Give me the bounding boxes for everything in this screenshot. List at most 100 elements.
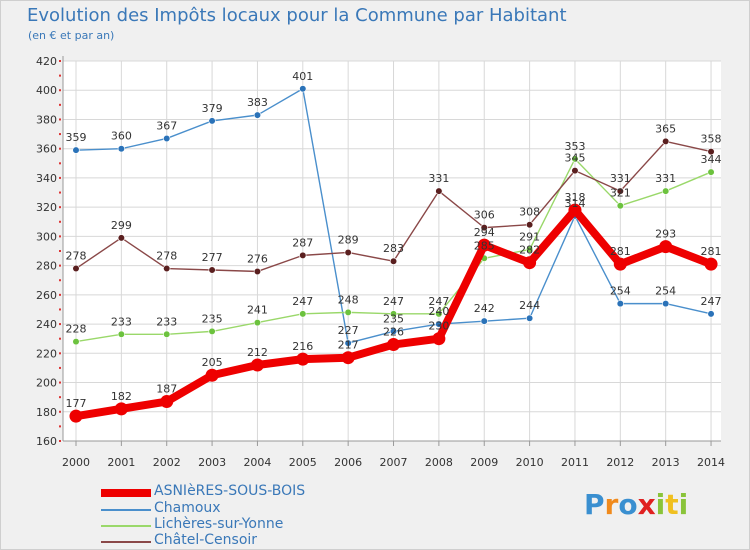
series-layer: [69, 85, 718, 423]
data-label: 367: [156, 119, 177, 132]
chart-title: Evolution des Impôts locaux pour la Comm…: [27, 5, 567, 26]
data-label: 282: [519, 244, 540, 257]
series-1: [72, 155, 715, 346]
data-point: [659, 240, 673, 254]
y-minor-tick: [59, 337, 61, 340]
y-tick-label: 360: [36, 143, 57, 156]
data-point: [616, 300, 624, 308]
data-point: [435, 187, 443, 195]
y-minor-tick: [59, 162, 61, 165]
data-label: 228: [66, 323, 87, 336]
x-tick-label: 2003: [198, 456, 226, 469]
data-label: 308: [519, 206, 540, 219]
x-tick-label: 2008: [425, 456, 453, 469]
data-point: [571, 167, 579, 175]
x-tick-label: 2013: [652, 456, 680, 469]
data-point: [117, 330, 125, 338]
y-minor-tick: [59, 366, 61, 369]
data-point: [568, 203, 582, 217]
legend-label-asnieres: ASNIèRES-SOUS-BOIS: [154, 483, 306, 499]
data-label: 254: [610, 285, 631, 298]
data-label: 331: [610, 172, 631, 185]
proxiti-logo: Proxiti: [584, 488, 688, 521]
data-point: [163, 330, 171, 338]
data-label: 345: [564, 152, 585, 165]
axis-layer: 160 180 200 220 240 260 280 300 320 340 360 380 400 4…: [36, 55, 725, 469]
chart-subtitle: (en € et par an): [28, 29, 115, 42]
x-tick-label: 2014: [697, 456, 725, 469]
data-label-layer: 359 360 367 379 383 401 227 235 240 242 244 314 254 2…: [66, 70, 722, 410]
data-label: 277: [202, 251, 223, 264]
data-point: [389, 257, 398, 265]
data-point: [341, 351, 355, 365]
logo-letter: o: [618, 488, 638, 521]
data-label: 321: [610, 187, 631, 200]
data-point: [253, 267, 262, 276]
data-label: 226: [383, 326, 404, 339]
data-label: 285: [474, 239, 495, 252]
y-minor-tick: [59, 293, 61, 296]
data-label: 331: [428, 172, 449, 185]
data-point: [707, 168, 715, 176]
y-minor-tick: [59, 89, 61, 92]
data-label: 358: [701, 133, 722, 146]
data-label: 331: [655, 172, 676, 185]
x-tick-label: 2001: [107, 456, 135, 469]
y-minor-tick: [59, 147, 61, 150]
x-tick-label: 2010: [516, 456, 544, 469]
y-tick-label: 160: [36, 435, 57, 448]
data-point: [299, 251, 307, 259]
data-label: 247: [428, 295, 449, 308]
data-point: [432, 332, 446, 346]
data-label: 242: [474, 302, 495, 315]
data-point: [525, 245, 534, 254]
data-label: 291: [519, 231, 540, 244]
data-label: 318: [564, 191, 585, 204]
data-point: [525, 221, 534, 229]
data-point: [662, 300, 670, 308]
y-minor-tick: [59, 133, 61, 136]
y-tick-label: 240: [36, 318, 57, 331]
data-point: [662, 137, 670, 145]
data-label: 254: [655, 285, 676, 298]
data-label: 401: [292, 70, 313, 83]
y-minor-tick: [59, 191, 61, 194]
y-tick-label: 340: [36, 172, 57, 185]
data-label: 216: [292, 340, 313, 353]
logo-letter: i: [678, 488, 689, 521]
data-point: [477, 238, 491, 252]
data-label: 360: [111, 130, 132, 143]
data-label: 248: [338, 293, 359, 306]
data-point: [389, 327, 398, 335]
data-point: [163, 264, 171, 273]
data-label: 235: [383, 312, 404, 325]
x-tick-label: 2002: [153, 456, 181, 469]
data-label: 283: [383, 242, 404, 255]
y-tick-label: 180: [36, 406, 57, 419]
y-minor-tick: [59, 308, 61, 311]
x-tick-label: 2007: [380, 456, 408, 469]
data-label: 177: [66, 397, 87, 410]
data-label: 205: [202, 356, 223, 369]
data-label: 187: [156, 383, 177, 396]
data-label: 294: [474, 226, 495, 239]
data-point: [117, 234, 125, 242]
data-point: [523, 256, 537, 270]
data-point: [704, 257, 718, 271]
logo-letter: i: [655, 488, 666, 521]
data-point: [72, 338, 80, 346]
series-2: [72, 137, 715, 276]
data-point: [208, 327, 216, 335]
data-label: 240: [428, 305, 449, 318]
data-label: 359: [66, 131, 87, 144]
data-label: 287: [292, 236, 313, 249]
y-tick-label: 400: [36, 84, 57, 97]
data-point: [253, 319, 262, 327]
y-tick-label: 420: [36, 55, 57, 68]
data-point: [117, 145, 125, 153]
data-label: 278: [156, 250, 177, 263]
y-minor-tick: [59, 103, 61, 106]
data-label: 235: [202, 312, 223, 325]
data-point: [707, 310, 715, 318]
data-point: [613, 257, 627, 271]
